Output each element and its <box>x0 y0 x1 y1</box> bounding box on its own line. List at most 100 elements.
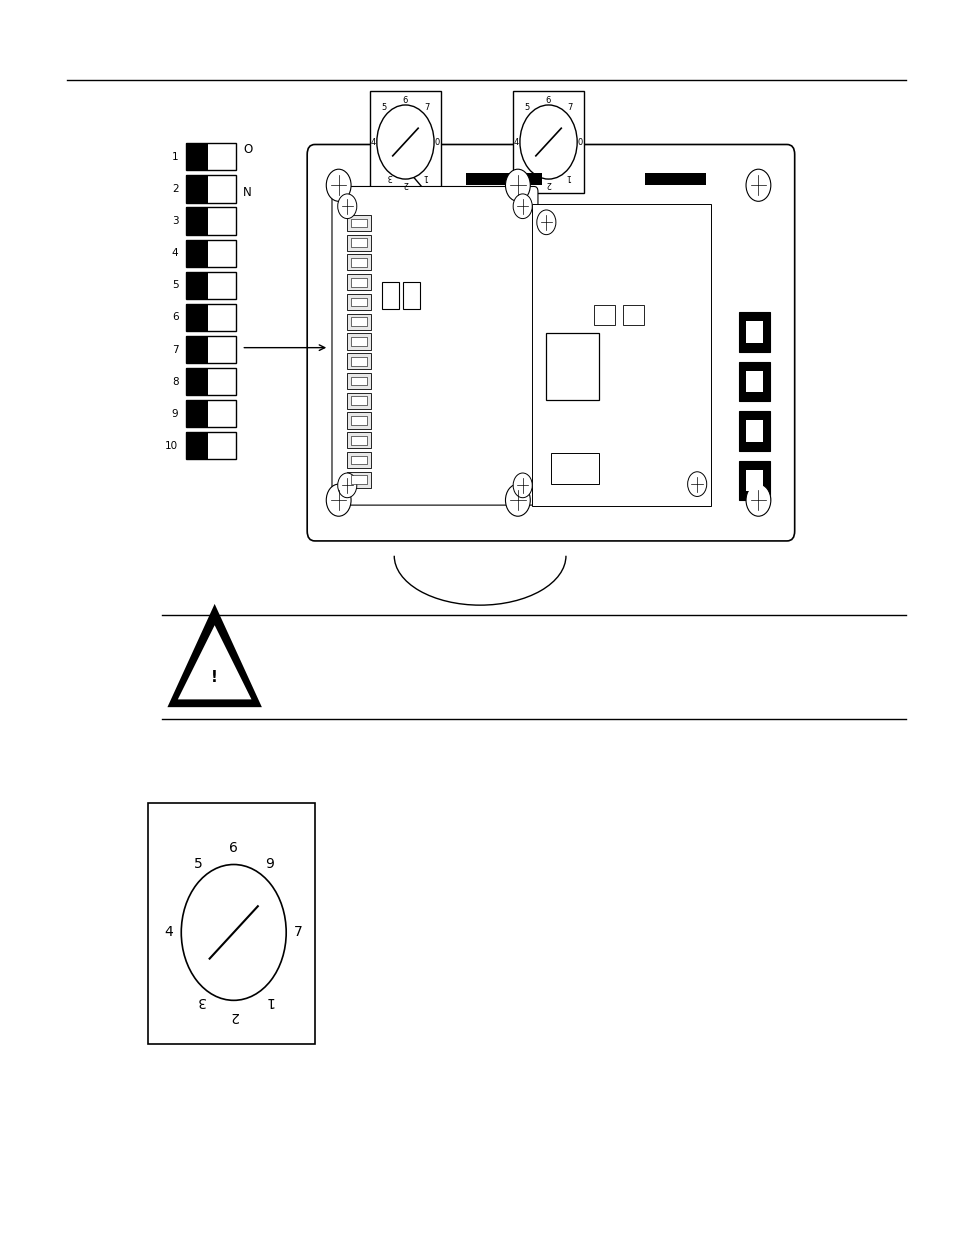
Bar <box>739 461 769 500</box>
Bar <box>186 207 235 235</box>
Text: 6: 6 <box>545 96 551 105</box>
Bar <box>369 91 440 193</box>
Text: 6: 6 <box>402 96 408 105</box>
Bar <box>351 317 367 326</box>
Bar <box>351 278 367 287</box>
Bar <box>351 456 367 464</box>
Bar <box>148 803 314 1044</box>
Bar <box>186 240 235 267</box>
Text: 2: 2 <box>229 1009 238 1024</box>
Bar <box>347 452 371 468</box>
Circle shape <box>687 472 706 496</box>
Bar <box>739 362 769 401</box>
Text: 0: 0 <box>578 137 582 147</box>
Text: 7: 7 <box>294 925 303 940</box>
Text: 9: 9 <box>264 857 274 871</box>
Text: 5: 5 <box>381 103 386 112</box>
Text: 3: 3 <box>387 172 393 182</box>
Bar <box>186 175 208 203</box>
Text: 5: 5 <box>172 280 178 290</box>
Bar <box>745 469 762 492</box>
Bar <box>186 432 235 459</box>
Bar <box>465 173 541 185</box>
Bar <box>347 373 371 389</box>
Bar <box>512 91 583 193</box>
Bar <box>351 357 367 366</box>
Circle shape <box>519 105 577 179</box>
Bar <box>745 420 762 442</box>
Bar <box>347 472 371 488</box>
Text: 4: 4 <box>514 137 518 147</box>
Text: 2: 2 <box>172 184 178 194</box>
FancyBboxPatch shape <box>307 144 794 541</box>
Bar <box>745 321 762 343</box>
Text: !: ! <box>211 669 218 684</box>
Bar <box>186 143 208 170</box>
Text: 8: 8 <box>172 377 178 387</box>
Bar <box>186 336 235 363</box>
Circle shape <box>513 194 532 219</box>
Circle shape <box>505 169 530 201</box>
Text: 4: 4 <box>172 248 178 258</box>
Circle shape <box>376 105 434 179</box>
Bar <box>351 396 367 405</box>
Bar <box>186 304 235 331</box>
Text: 7: 7 <box>172 345 178 354</box>
Bar <box>347 215 371 231</box>
Bar <box>745 370 762 393</box>
Bar <box>347 294 371 310</box>
Text: 7: 7 <box>567 103 572 112</box>
Text: 5: 5 <box>524 103 529 112</box>
Bar <box>351 436 367 445</box>
Text: 4: 4 <box>164 925 173 940</box>
Bar <box>347 235 371 251</box>
Text: 9: 9 <box>172 409 178 419</box>
Bar <box>351 475 367 484</box>
Circle shape <box>505 484 530 516</box>
Text: O: O <box>243 143 253 156</box>
Text: 1: 1 <box>565 172 570 182</box>
Bar <box>351 416 367 425</box>
Text: 2: 2 <box>402 179 408 188</box>
Bar <box>351 258 367 267</box>
Polygon shape <box>177 625 252 699</box>
Bar <box>644 173 705 185</box>
Bar <box>351 377 367 385</box>
Circle shape <box>337 194 356 219</box>
Bar <box>546 332 598 400</box>
Circle shape <box>537 210 556 235</box>
Text: 10: 10 <box>165 441 178 451</box>
Bar <box>347 314 371 330</box>
Bar <box>351 238 367 247</box>
Circle shape <box>745 169 770 201</box>
Bar <box>186 432 208 459</box>
Text: 1: 1 <box>264 994 274 1008</box>
Bar <box>381 282 398 309</box>
Text: 2: 2 <box>545 179 551 188</box>
Circle shape <box>745 484 770 516</box>
Bar <box>186 207 208 235</box>
Bar <box>347 393 371 409</box>
Bar <box>186 240 208 267</box>
Bar <box>186 272 208 299</box>
Polygon shape <box>167 604 261 708</box>
Text: 3: 3 <box>195 994 205 1008</box>
Bar <box>186 272 235 299</box>
Bar <box>551 453 598 484</box>
Text: 1: 1 <box>422 172 427 182</box>
Bar <box>351 219 367 227</box>
Bar <box>186 175 235 203</box>
Bar <box>347 274 371 290</box>
Bar <box>347 353 371 369</box>
Bar <box>347 412 371 429</box>
Circle shape <box>326 169 351 201</box>
Circle shape <box>337 473 356 498</box>
Text: 0: 0 <box>435 137 439 147</box>
Text: 1: 1 <box>172 152 178 162</box>
Bar <box>351 298 367 306</box>
Circle shape <box>181 864 286 1000</box>
Bar <box>594 305 615 325</box>
Bar <box>186 304 208 331</box>
Text: 3: 3 <box>172 216 178 226</box>
Bar <box>402 282 419 309</box>
